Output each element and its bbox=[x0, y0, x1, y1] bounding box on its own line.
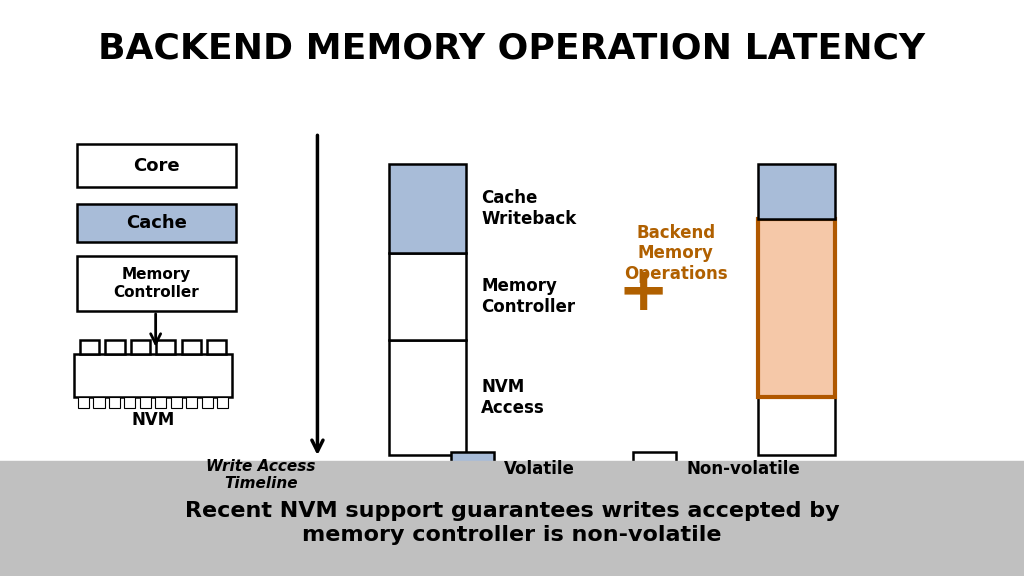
Bar bbox=[109, 397, 120, 408]
Text: NVM
Access: NVM Access bbox=[481, 378, 545, 417]
Text: BACKEND MEMORY OPERATION LATENCY: BACKEND MEMORY OPERATION LATENCY bbox=[98, 32, 926, 66]
FancyBboxPatch shape bbox=[0, 461, 1024, 576]
Text: NVM: NVM bbox=[131, 411, 175, 430]
Bar bbox=[633, 452, 676, 487]
Bar bbox=[171, 397, 182, 408]
Bar bbox=[451, 452, 494, 487]
Text: Recent NVM support guarantees writes accepted by
memory controller is non-volati: Recent NVM support guarantees writes acc… bbox=[184, 501, 840, 545]
Bar bbox=[758, 164, 835, 219]
Bar bbox=[80, 340, 99, 354]
Bar bbox=[77, 204, 236, 242]
Bar bbox=[93, 397, 104, 408]
Text: Memory
Controller: Memory Controller bbox=[481, 277, 575, 316]
Text: Cache: Cache bbox=[126, 214, 186, 232]
Bar bbox=[131, 340, 150, 354]
Text: Non-volatile: Non-volatile bbox=[686, 460, 800, 479]
Bar bbox=[74, 354, 232, 397]
Bar bbox=[389, 253, 466, 340]
Bar bbox=[157, 340, 175, 354]
Text: Volatile: Volatile bbox=[504, 460, 574, 479]
Text: Write Access
Timeline: Write Access Timeline bbox=[207, 459, 315, 491]
Bar bbox=[389, 340, 466, 455]
Bar bbox=[105, 340, 125, 354]
Text: Memory
Controller: Memory Controller bbox=[114, 267, 199, 300]
Text: Backend
Memory
Operations: Backend Memory Operations bbox=[624, 223, 728, 283]
Bar bbox=[758, 397, 835, 455]
Text: Cache
Writeback: Cache Writeback bbox=[481, 190, 577, 228]
Bar bbox=[217, 397, 228, 408]
Text: +: + bbox=[617, 264, 669, 323]
Bar bbox=[758, 219, 835, 397]
Bar bbox=[140, 397, 151, 408]
Bar bbox=[78, 397, 89, 408]
Bar bbox=[77, 144, 236, 187]
Text: Core: Core bbox=[133, 157, 179, 175]
Bar bbox=[202, 397, 213, 408]
Bar bbox=[77, 256, 236, 311]
Bar bbox=[186, 397, 198, 408]
Bar bbox=[389, 164, 466, 253]
Bar bbox=[156, 397, 166, 408]
Bar bbox=[181, 340, 201, 354]
Bar bbox=[124, 397, 135, 408]
Bar bbox=[207, 340, 226, 354]
